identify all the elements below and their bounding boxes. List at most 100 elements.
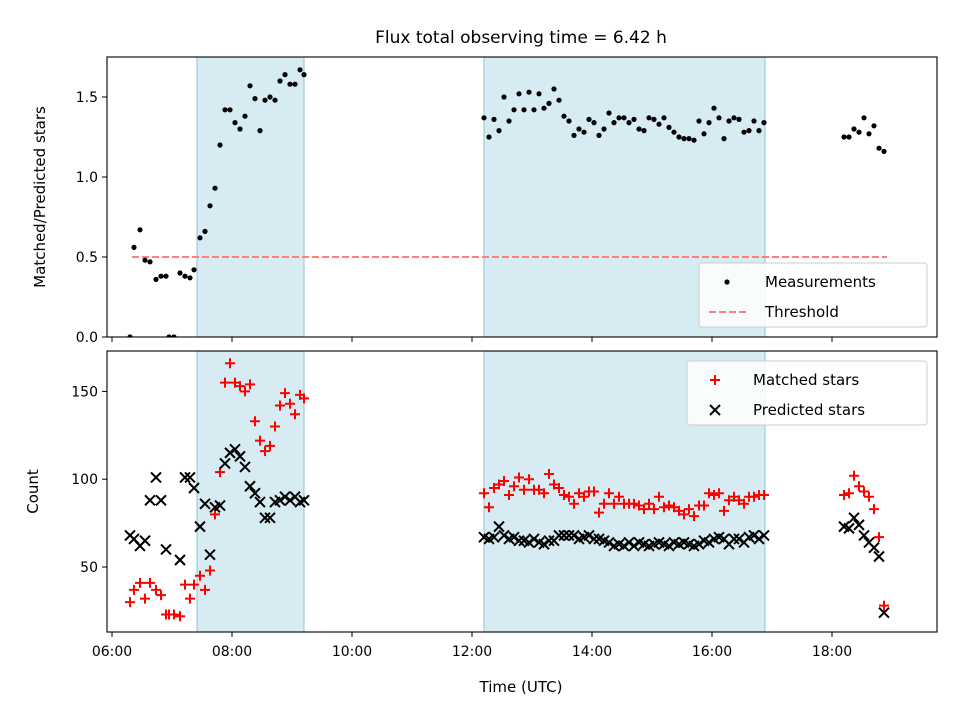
predicted-star-point [244, 480, 256, 492]
measurement-point [876, 145, 882, 151]
matched-star-point [135, 577, 145, 588]
measurement-point [526, 89, 532, 95]
predicted-star-point [513, 534, 525, 547]
axes-frame [106, 350, 938, 633]
predicted-star-point [538, 538, 550, 550]
measurement-point [501, 94, 507, 100]
measurement-point [137, 227, 143, 233]
shaded-interval [196, 350, 305, 633]
matched-star-point [235, 381, 245, 392]
matched-star-point [639, 504, 649, 515]
plot-area [124, 358, 890, 622]
measurement-point [541, 105, 547, 111]
matched-star-point [519, 484, 529, 495]
measurement-point [761, 120, 767, 126]
measurement-point [581, 129, 587, 135]
predicted-star-point [693, 538, 705, 550]
measurement-point [197, 235, 203, 241]
measurement-point [756, 128, 762, 134]
legend-box [698, 262, 928, 328]
predicted-star-point [239, 461, 251, 473]
matched-star-point [554, 482, 564, 493]
axes-frame [106, 56, 938, 338]
legend-label: Predicted stars [753, 401, 865, 419]
matched-star-point [290, 409, 300, 420]
measurement-point [257, 128, 263, 134]
predicted-star-point [703, 536, 715, 549]
predicted-star-point [204, 549, 216, 561]
matched-star-point [169, 609, 179, 620]
predicted-star-point [234, 450, 246, 463]
measurement-point [142, 257, 148, 263]
matched-star-point [879, 600, 889, 611]
measurement-point [511, 107, 517, 113]
matched-star-point [151, 584, 161, 595]
chart-title: Flux total observing time = 6.42 h [375, 28, 667, 48]
matched-star-point [504, 490, 514, 501]
measurement-point [721, 136, 727, 142]
predicted-star-point [188, 482, 200, 494]
measurement-point [641, 128, 647, 134]
matched-star-point [664, 500, 674, 511]
measurement-point [676, 134, 682, 140]
predicted-star-point [873, 550, 885, 563]
legend-box [686, 360, 928, 426]
matched-star-point [654, 491, 664, 502]
measurement-point [746, 128, 752, 134]
measurement-point [881, 148, 887, 154]
predicted-star-point [508, 531, 520, 543]
predicted-star-point [758, 529, 770, 542]
predicted-star-point [224, 447, 236, 459]
measurement-point [481, 115, 487, 121]
measurement-point [182, 273, 188, 279]
measurement-point [227, 107, 233, 113]
matched-star-point [205, 565, 215, 576]
matched-star-point [609, 498, 619, 509]
predicted-star-point [493, 520, 505, 533]
measurement-point [551, 86, 557, 92]
matched-star-point [514, 472, 524, 483]
matched-star-point [125, 597, 135, 608]
predicted-star-point [184, 471, 196, 484]
matched-star-point [260, 446, 270, 457]
measurement-point [586, 116, 592, 122]
measurement-point [671, 129, 677, 135]
predicted-star-point [603, 536, 615, 549]
matched-star-point [145, 577, 155, 588]
plot-area [127, 67, 887, 337]
matched-star-point [659, 502, 669, 513]
predicted-star-point [663, 540, 675, 552]
measurement-point [846, 134, 852, 140]
measurement-point [866, 131, 872, 137]
matched-star-point [484, 502, 494, 513]
measurement-point [656, 121, 662, 127]
matched-star-point [594, 507, 604, 518]
measurement-point [701, 131, 707, 137]
shaded-interval [196, 56, 305, 338]
y-axis-label: Count [24, 469, 42, 514]
y-tick-label: 1.0 [76, 170, 98, 186]
measurement-point [262, 97, 268, 103]
matched-star-point [604, 488, 614, 499]
measurement-point [611, 120, 617, 126]
matched-star-point [195, 570, 205, 581]
predicted-star-point [733, 533, 745, 545]
measurement-point [636, 126, 642, 132]
predicted-star-point [583, 529, 595, 542]
measurement-point [571, 132, 577, 138]
matched-star-point [649, 504, 659, 515]
measurement-point [207, 203, 213, 209]
matched-star-point [849, 470, 859, 481]
matched-star-point [245, 379, 255, 390]
predicted-star-point [558, 529, 570, 542]
predicted-star-point [259, 512, 271, 524]
x-tick-label: 16:00 [692, 644, 732, 660]
measurement-point [546, 100, 552, 106]
measurement-point [856, 129, 862, 135]
measurement-point [631, 116, 637, 122]
measurement-point [726, 118, 732, 124]
measurement-point [621, 115, 627, 121]
measurement-point [516, 91, 522, 97]
measurement-point [751, 118, 757, 124]
measurement-point [851, 126, 857, 132]
